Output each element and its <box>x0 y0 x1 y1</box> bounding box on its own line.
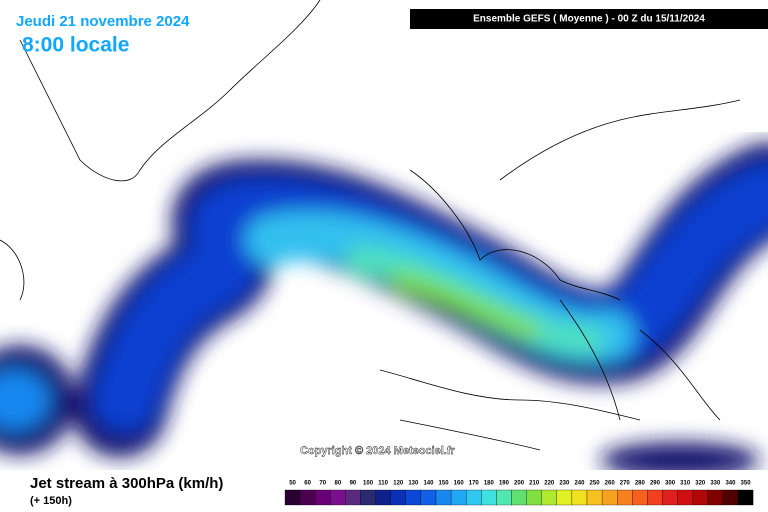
scale-label: 60 <box>304 481 311 487</box>
forecast-date: Jeudi 21 novembre 2024 <box>16 13 190 30</box>
scale-swatch <box>541 489 557 506</box>
scale-label: 160 <box>454 481 465 487</box>
scale-label: 310 <box>680 481 691 487</box>
scale-label: 200 <box>514 481 525 487</box>
footer-title: Jet stream à 300hPa (km/h) <box>30 475 223 492</box>
model-info: Ensemble GEFS ( Moyenne ) - 00 Z du 15/1… <box>473 14 705 25</box>
scale-label: 300 <box>665 481 676 487</box>
scale-swatch <box>707 489 724 506</box>
coastlines <box>0 0 741 451</box>
scale-swatch <box>375 489 391 506</box>
scale-label: 320 <box>695 481 706 487</box>
forecast-time: 8:00 locale <box>22 34 129 57</box>
scale-swatch <box>481 489 497 506</box>
scale-swatch <box>662 489 678 506</box>
scale-label: 150 <box>439 481 450 487</box>
scale-label: 100 <box>363 481 374 487</box>
scale-label: 220 <box>544 481 555 487</box>
scale-label: 340 <box>725 481 736 487</box>
scale-swatch <box>315 489 331 506</box>
scale-swatch <box>420 489 437 506</box>
scale-label: 260 <box>605 481 616 487</box>
scale-label: 110 <box>378 481 388 487</box>
scale-swatch <box>496 489 512 506</box>
scale-swatch <box>299 489 316 506</box>
scale-label: 210 <box>529 481 540 487</box>
scale-label: 350 <box>741 481 752 487</box>
scale-label: 90 <box>350 481 357 487</box>
scale-label: 120 <box>393 481 404 487</box>
lead-time: (+ 150h) <box>30 495 72 507</box>
scale-swatch <box>390 489 406 506</box>
scale-label: 80 <box>335 481 342 487</box>
scale-label: 190 <box>499 481 510 487</box>
scale-swatch <box>617 489 633 506</box>
scale-swatch <box>511 489 527 506</box>
model-banner <box>410 9 768 29</box>
scale-label: 240 <box>574 481 585 487</box>
scale-swatch <box>737 489 754 506</box>
scale-swatch <box>435 489 452 506</box>
scale-label: 180 <box>484 481 495 487</box>
scale-swatch <box>647 489 663 506</box>
scale-label: 50 <box>289 481 296 487</box>
scale-swatch <box>677 489 693 506</box>
scale-label: 130 <box>408 481 419 487</box>
scale-swatch <box>556 489 573 506</box>
scale-label: 170 <box>469 481 480 487</box>
jet-stream <box>0 142 768 478</box>
scale-label: 280 <box>635 481 646 487</box>
scale-label: 270 <box>620 481 631 487</box>
scale-swatch <box>466 489 482 506</box>
copyright: Copyright © 2024 Meteociel.fr <box>300 445 456 457</box>
scale-label: 290 <box>650 481 661 487</box>
scale-swatch <box>722 489 739 506</box>
scale-swatch <box>345 489 361 506</box>
scale-swatch <box>692 489 708 506</box>
scale-swatch <box>601 489 618 506</box>
scale-swatch <box>632 489 648 506</box>
scale-swatch <box>284 489 301 506</box>
scale-label: 330 <box>710 481 721 487</box>
scale-swatch <box>450 489 467 506</box>
scale-swatch <box>360 489 376 506</box>
scale-swatch <box>405 489 422 506</box>
scale-swatch <box>571 489 588 506</box>
scale-label: 230 <box>559 481 570 487</box>
scale-swatch <box>586 489 603 506</box>
scale-label: 140 <box>423 481 434 487</box>
scale-label: 250 <box>590 481 601 487</box>
scale-swatch <box>330 489 346 506</box>
scale-swatch <box>526 489 542 506</box>
scale-label: 70 <box>319 481 326 487</box>
